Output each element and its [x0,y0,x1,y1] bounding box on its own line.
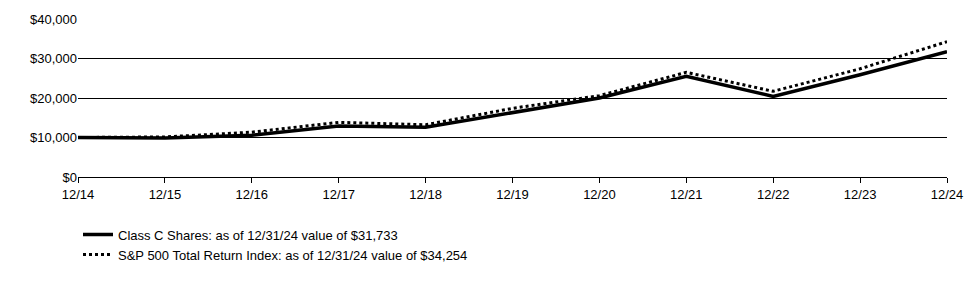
svg-text:Class C Shares: as of 12/31/24: Class C Shares: as of 12/31/24 value of … [118,228,398,243]
svg-text:12/24: 12/24 [931,187,964,202]
svg-text:12/15: 12/15 [149,187,182,202]
svg-text:$0: $0 [63,170,77,185]
svg-text:12/21: 12/21 [670,187,703,202]
svg-text:12/17: 12/17 [322,187,355,202]
svg-text:12/22: 12/22 [757,187,790,202]
svg-text:$20,000: $20,000 [30,91,77,106]
svg-text:12/20: 12/20 [583,187,616,202]
svg-text:$30,000: $30,000 [30,51,77,66]
svg-text:$40,000: $40,000 [30,12,77,27]
svg-text:12/14: 12/14 [62,187,95,202]
svg-text:$10,000: $10,000 [30,130,77,145]
svg-text:12/18: 12/18 [409,187,442,202]
svg-text:S&P 500 Total Return Index: as: S&P 500 Total Return Index: as of 12/31/… [118,248,467,263]
svg-text:12/23: 12/23 [844,187,877,202]
svg-text:12/16: 12/16 [236,187,269,202]
svg-text:12/19: 12/19 [496,187,529,202]
